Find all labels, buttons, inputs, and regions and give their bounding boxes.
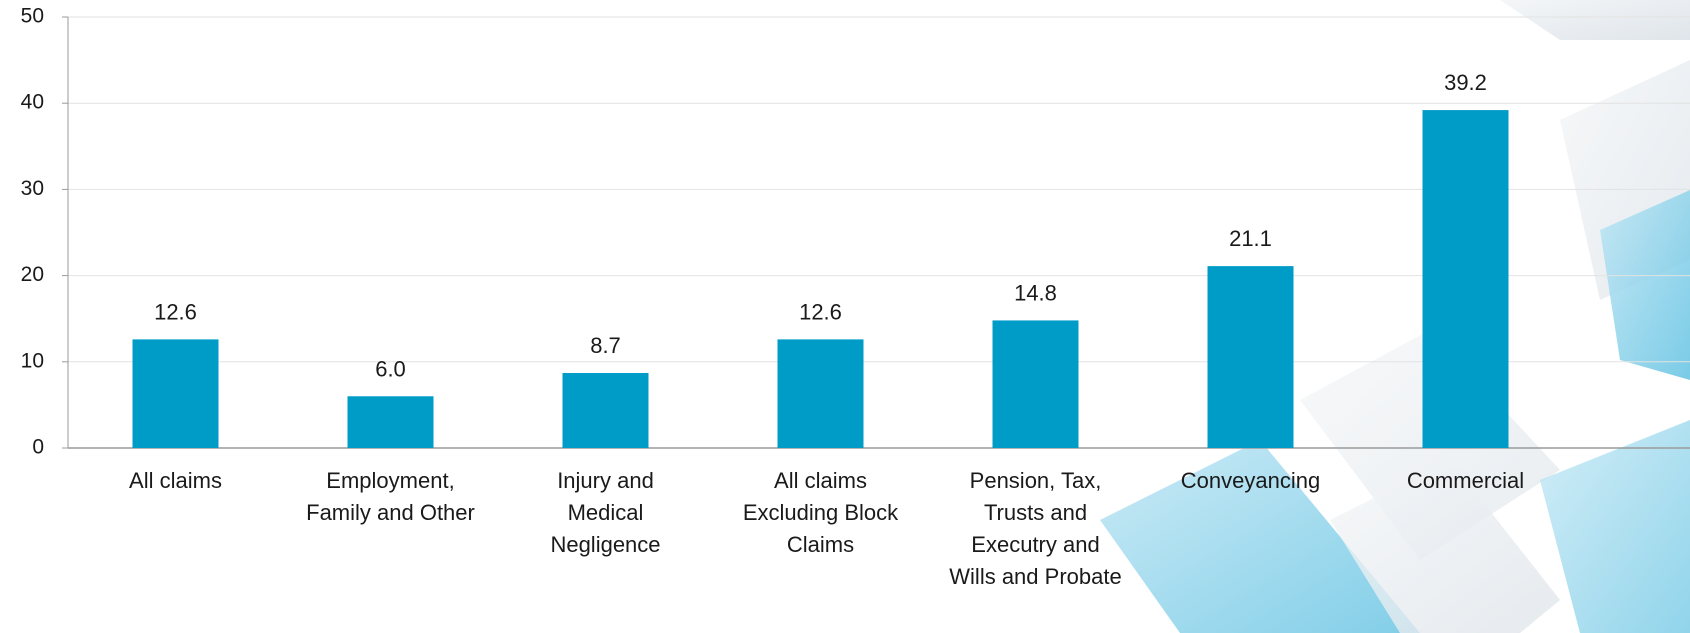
value-label: 39.2 <box>1444 70 1487 95</box>
x-tick-label: Commercial <box>1407 468 1524 493</box>
value-label: 21.1 <box>1229 226 1272 251</box>
bar <box>778 339 864 448</box>
y-tick-label: 20 <box>21 263 44 286</box>
value-label: 6.0 <box>375 356 406 381</box>
value-label: 8.7 <box>590 333 621 358</box>
y-tick-label: 0 <box>32 436 44 459</box>
bar <box>1208 266 1294 448</box>
value-label: 12.6 <box>154 299 197 324</box>
bar <box>133 339 219 448</box>
background-decoration <box>1100 0 1690 633</box>
x-tick-label: Conveyancing <box>1181 468 1320 493</box>
page: {"chart_data": {"type": "bar", "categori… <box>0 0 1690 633</box>
y-tick-label: 30 <box>21 177 44 200</box>
bar <box>563 373 649 448</box>
y-tick-label: 40 <box>21 91 44 114</box>
y-tick-label: 10 <box>21 349 44 372</box>
x-tick-label: Employment,Family and Other <box>306 468 475 525</box>
bar <box>1423 110 1509 448</box>
value-label: 12.6 <box>799 299 842 324</box>
bar <box>993 320 1079 448</box>
value-label: 14.8 <box>1014 280 1057 305</box>
bar <box>348 396 434 448</box>
x-tick-label: All claims <box>129 468 222 493</box>
y-tick-label: 50 <box>21 5 44 28</box>
chart: 0 10 20 30 40 50 All claims 12.6 Employment,Fami… <box>0 0 1690 633</box>
